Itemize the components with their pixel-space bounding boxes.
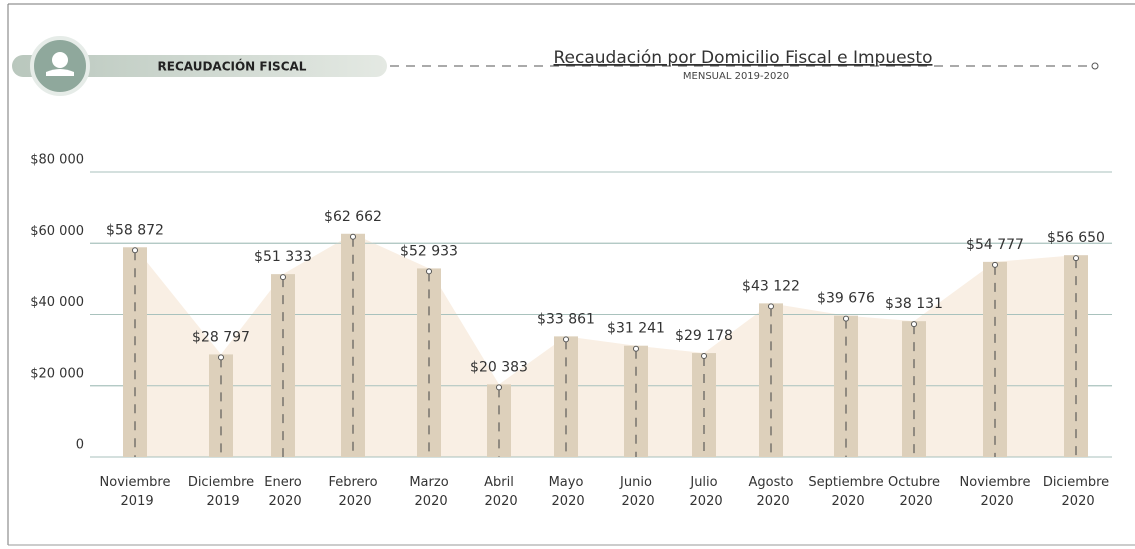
icon-coin xyxy=(52,52,68,68)
icon-hand xyxy=(46,69,74,76)
value-label: $39 676 xyxy=(817,291,875,307)
x-tick-label: Octubre 2020 xyxy=(888,475,940,509)
bar-point xyxy=(992,261,998,268)
bar-point xyxy=(426,268,432,275)
x-tick-label: Agosto 2020 xyxy=(749,475,794,509)
value-label: $51 333 xyxy=(254,249,312,265)
value-label: $38 131 xyxy=(885,296,943,312)
value-label: $33 861 xyxy=(537,311,595,327)
x-tick-label: Marzo 2020 xyxy=(409,475,448,509)
x-tick-label: Septiembre 2020 xyxy=(808,475,883,509)
divider-end xyxy=(1091,62,1099,70)
value-label: $28 797 xyxy=(192,329,250,345)
bar xyxy=(692,353,716,457)
bar-point xyxy=(496,384,502,391)
value-label: $20 383 xyxy=(470,359,528,375)
y-tick-label: $60 000 xyxy=(30,224,84,239)
value-label: $43 122 xyxy=(742,278,800,294)
y-tick-label: 0 xyxy=(76,438,84,453)
x-tick-label: Noviembre 2019 xyxy=(100,475,171,509)
x-tick-label: Diciembre 2019 xyxy=(188,475,254,509)
x-tick-label: Junio 2020 xyxy=(617,475,654,509)
bar-point xyxy=(768,303,774,310)
value-label: $31 241 xyxy=(607,321,665,337)
bar-point xyxy=(218,354,224,361)
chart-subtitle: MENSUAL 2019-2020 xyxy=(683,71,789,82)
y-tick-label: $80 000 xyxy=(30,153,84,168)
x-tick-label: Noviembre 2020 xyxy=(960,475,1031,509)
header-pill xyxy=(12,55,387,77)
value-label: $56 650 xyxy=(1047,230,1105,246)
value-label: $58 872 xyxy=(106,222,164,238)
x-tick-label: Febrero 2020 xyxy=(328,475,377,509)
value-label: $52 933 xyxy=(400,243,458,259)
chart-title: Recaudación por Domicilio Fiscal e Impue… xyxy=(554,48,933,68)
bar xyxy=(209,354,233,457)
y-tick-label: $20 000 xyxy=(30,366,84,381)
bar-point xyxy=(1073,255,1079,262)
x-tick-label: Julio 2020 xyxy=(685,475,722,509)
y-tick-label: $40 000 xyxy=(30,295,84,310)
bar-point xyxy=(701,353,707,360)
x-tick-label: Diciembre 2020 xyxy=(1043,475,1109,509)
bar-point xyxy=(280,274,286,281)
bar xyxy=(1064,255,1088,457)
header-label: RECAUDACIÓN FISCAL xyxy=(158,59,307,74)
bar-point xyxy=(633,345,639,352)
bar xyxy=(902,321,926,457)
value-label: $54 777 xyxy=(966,237,1024,253)
bar-point xyxy=(843,315,849,322)
bar-point xyxy=(911,321,917,328)
bar-point xyxy=(132,247,138,254)
value-label: $62 662 xyxy=(324,209,382,225)
x-tick-label: Abril 2020 xyxy=(480,475,517,509)
bar-point xyxy=(563,336,569,343)
x-tick-label: Mayo 2020 xyxy=(547,475,584,509)
bar-point xyxy=(350,233,356,240)
value-label: $29 178 xyxy=(675,328,733,344)
x-tick-label: Enero 2020 xyxy=(264,475,302,509)
